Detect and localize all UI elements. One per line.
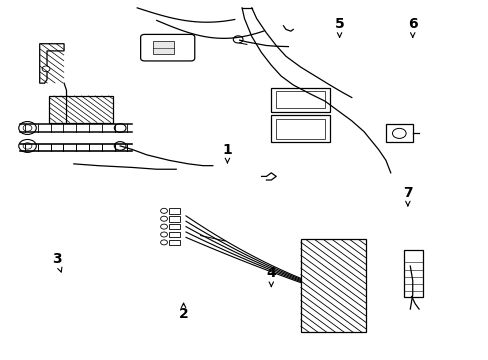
Circle shape bbox=[19, 122, 36, 134]
Text: 1: 1 bbox=[222, 143, 232, 163]
Text: 6: 6 bbox=[407, 17, 417, 37]
Text: 5: 5 bbox=[334, 17, 344, 37]
Bar bbox=[49, 96, 113, 123]
Bar bbox=[153, 41, 173, 54]
Bar bbox=[168, 239, 179, 245]
Bar bbox=[168, 208, 179, 214]
Bar bbox=[168, 224, 179, 229]
Text: 3: 3 bbox=[52, 252, 62, 272]
Bar bbox=[168, 231, 179, 237]
Circle shape bbox=[114, 124, 126, 132]
Circle shape bbox=[160, 216, 167, 221]
Text: 2: 2 bbox=[178, 303, 188, 321]
Circle shape bbox=[160, 240, 167, 245]
Bar bbox=[271, 87, 329, 112]
Text: 7: 7 bbox=[402, 185, 412, 206]
Circle shape bbox=[160, 208, 167, 213]
Bar bbox=[276, 119, 325, 139]
Text: 4: 4 bbox=[266, 266, 276, 287]
Bar bbox=[404, 250, 422, 297]
FancyBboxPatch shape bbox=[141, 35, 194, 61]
Bar bbox=[300, 239, 366, 332]
Polygon shape bbox=[40, 44, 64, 83]
Bar bbox=[168, 216, 179, 222]
Circle shape bbox=[114, 141, 126, 150]
Bar bbox=[271, 116, 329, 142]
Circle shape bbox=[233, 36, 243, 43]
Circle shape bbox=[19, 139, 36, 152]
Circle shape bbox=[160, 232, 167, 237]
Circle shape bbox=[42, 66, 50, 72]
Bar bbox=[276, 91, 325, 108]
Circle shape bbox=[392, 129, 406, 138]
Circle shape bbox=[160, 224, 167, 229]
Bar bbox=[385, 125, 412, 142]
